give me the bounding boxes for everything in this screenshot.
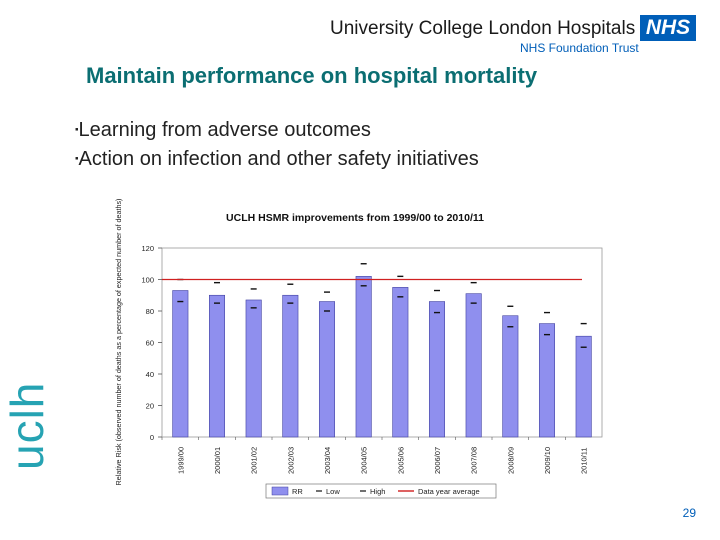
- x-tick-label: 2004/05: [360, 447, 369, 474]
- y-tick-label: 60: [146, 339, 154, 348]
- legend-swatch-rr: [271, 486, 289, 496]
- y-tick-label: 0: [150, 433, 154, 442]
- legend-label: RR: [292, 487, 303, 496]
- bullet-item: ▪Action on infection and other safety in…: [75, 145, 479, 174]
- x-tick-label: 2008/09: [506, 447, 515, 474]
- bar-rr: [392, 287, 409, 438]
- x-tick-label: 2007/08: [470, 447, 479, 474]
- bullet-item: ▪Learning from adverse outcomes: [75, 116, 479, 145]
- bar-rr: [318, 301, 335, 438]
- y-tick-label: 100: [141, 276, 154, 285]
- y-tick-label: 120: [141, 244, 154, 253]
- bullet-text: Learning from adverse outcomes: [78, 119, 371, 141]
- x-tick-label: 2005/06: [396, 447, 405, 474]
- bar-rr: [172, 290, 189, 438]
- legend-box: [265, 483, 497, 499]
- bar-rr: [538, 323, 555, 438]
- y-tick-label: 40: [146, 370, 154, 379]
- x-tick-label: 2010/11: [580, 447, 589, 474]
- chart-legend: RR Low High Data year average: [265, 483, 497, 499]
- page-number: 29: [682, 506, 696, 520]
- x-tick-label: 2001/02: [250, 447, 259, 474]
- y-tick-label: 80: [146, 307, 154, 316]
- bar-rr: [465, 293, 482, 438]
- x-tick-label: 2009/10: [543, 447, 552, 474]
- legend-label: Low: [326, 487, 340, 496]
- y-axis-label: Relative Risk (observed number of deaths…: [114, 199, 123, 486]
- bullet-glyph: ▪: [75, 153, 79, 165]
- y-tick-label: 20: [146, 402, 154, 411]
- legend-label: Data year average: [418, 487, 480, 496]
- slide-title: Maintain performance on hospital mortali…: [86, 63, 538, 88]
- bar-rr: [428, 301, 445, 438]
- bullet-glyph: ▪: [75, 124, 79, 136]
- x-tick-label: 2002/03: [286, 447, 295, 474]
- nhs-logo: NHS: [640, 15, 696, 41]
- legend-label: High: [370, 487, 385, 496]
- bar-rr: [355, 276, 372, 438]
- bullet-text: Action on infection and other safety ini…: [78, 147, 479, 170]
- plot-frame: [161, 247, 603, 438]
- trust-name: NHS Foundation Trust: [520, 41, 639, 55]
- bar-rr: [282, 294, 299, 438]
- x-tick-label: 2003/04: [323, 447, 332, 474]
- x-tick-label: 2006/07: [433, 447, 442, 474]
- x-tick-label: 2000/01: [213, 447, 222, 474]
- x-tick-label: 1999/00: [176, 447, 185, 474]
- org-name: University College London Hospitals: [330, 18, 636, 39]
- bar-rr: [502, 315, 519, 438]
- bar-rr: [209, 294, 226, 438]
- bar-rr: [245, 299, 262, 438]
- bullet-list: ▪Learning from adverse outcomes ▪Action …: [75, 116, 479, 173]
- bar-rr: [575, 335, 592, 438]
- chart-title: UCLH HSMR improvements from 1999/00 to 2…: [226, 212, 484, 224]
